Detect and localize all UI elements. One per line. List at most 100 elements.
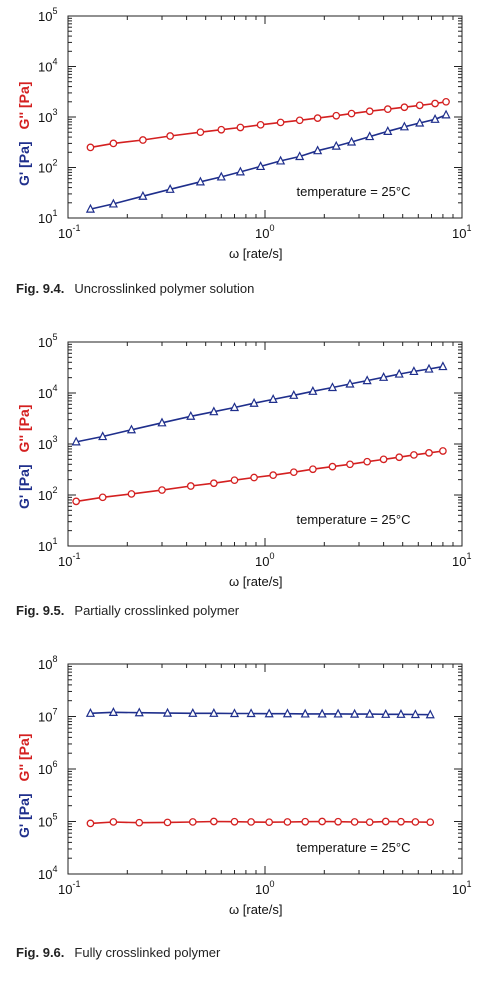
y-tick-label: 101: [38, 536, 57, 554]
g-prime-point: [333, 708, 343, 718]
y-tick-label: 105: [38, 332, 57, 350]
g-double-prime-point: [265, 818, 274, 827]
g-prime-point: [229, 402, 240, 412]
caption-text: Uncrosslinked polymer solution: [74, 281, 255, 296]
g-double-prime-point: [186, 482, 195, 490]
g-prime-point: [313, 145, 323, 155]
g-double-prime-point: [411, 818, 420, 826]
g-prime-point: [409, 366, 419, 376]
g-double-prime-point: [313, 114, 322, 122]
g-double-prime-point: [86, 819, 95, 828]
g-double-prime-point: [295, 116, 304, 125]
g-prime-point: [438, 361, 448, 371]
g-double-prime-point: [158, 486, 166, 494]
y-label-g-double-prime: G'' [Pa]: [16, 404, 32, 453]
caption-label: Fig. 9.6.: [16, 945, 65, 960]
g-double-prime-point: [230, 476, 239, 485]
g-prime-point: [399, 121, 409, 131]
g-double-prime-point: [196, 128, 205, 137]
g-prime-point: [138, 190, 148, 200]
g-double-prime-point: [86, 143, 95, 152]
y-tick-label: 103: [38, 107, 57, 125]
g-double-prime-point: [318, 817, 326, 826]
y-tick-label: 107: [38, 707, 57, 725]
x-tick-label: 101: [452, 879, 471, 897]
g-double-prime-point: [210, 479, 218, 488]
g-prime-point: [441, 109, 451, 119]
g-prime-point: [134, 707, 144, 717]
g-double-prime-point: [426, 818, 435, 827]
y-tick-label: 104: [38, 864, 57, 882]
y-axis-label: G' [Pa] G'' [Pa]: [16, 734, 32, 838]
g-prime-point: [235, 166, 245, 176]
figure-9-5: 101 102 103 104 105 10-1 100 101 ω [rate/s] tempe…: [0, 316, 500, 626]
g-double-prime-point: [395, 453, 404, 462]
y-tick-label: 102: [38, 485, 57, 503]
g-double-prime-point: [439, 447, 447, 455]
g-prime-point: [186, 410, 196, 420]
g-prime-point: [345, 378, 355, 388]
x-tick-label: 100: [255, 879, 274, 897]
g-prime-point: [383, 126, 393, 135]
g-double-prime-point: [230, 817, 239, 826]
g-prime-point: [162, 707, 173, 717]
g-prime-point: [350, 708, 360, 718]
x-tick-label: 101: [452, 223, 471, 241]
g-double-prime-point: [309, 465, 317, 474]
g-prime-point: [108, 198, 118, 208]
x-axis-label: ω [rate/s]: [229, 246, 283, 261]
x-tick-label: 100: [255, 551, 274, 569]
y-tick-label: 104: [38, 383, 57, 401]
g-prime-point: [346, 136, 357, 146]
y-axis-label: G' [Pa] G'' [Pa]: [16, 405, 32, 509]
g-prime-point: [209, 406, 219, 416]
figure-9-6: 104 105 106 107 108 10-1 100 101 ω [rate/s] tempe…: [0, 648, 500, 983]
g-double-prime-point: [256, 120, 265, 129]
g-double-prime-point: [431, 99, 439, 108]
y-label-g-double-prime: G'' [Pa]: [16, 733, 32, 782]
g-prime-point: [195, 176, 205, 186]
g-prime-point: [264, 708, 274, 718]
g-prime-point: [165, 183, 175, 193]
x-tick-label: 101: [452, 551, 471, 569]
x-tick-label: 10-1: [58, 223, 80, 241]
g-prime-point: [396, 709, 406, 718]
x-axis-label: ω [rate/s]: [229, 574, 283, 589]
g-double-prime-point: [217, 125, 226, 134]
g-double-prime-point: [188, 818, 197, 826]
g-double-prime-point: [363, 457, 371, 466]
caption-label: Fig. 9.5.: [16, 603, 65, 618]
g-double-prime-point: [365, 818, 374, 827]
g-double-prime-point: [347, 109, 356, 118]
g-double-prime-point: [301, 817, 310, 826]
temperature-annotation: temperature = 25°C: [297, 840, 411, 855]
g-double-prime-point: [410, 451, 418, 459]
x-tick-label: 10-1: [58, 551, 80, 569]
g-double-prime-point: [379, 455, 388, 464]
g-double-prime-point: [283, 818, 292, 826]
g-prime-point: [424, 363, 434, 373]
chart-9-4-svg: 101 102 103 104 105 10-1 100 101 ω [rate/s] tempe…: [38, 6, 471, 261]
caption-label: Fig. 9.4.: [16, 281, 65, 296]
chart-9-5-svg: 101 102 103 104 105 10-1 100 101 ω [rate/s] tempe…: [38, 332, 471, 589]
g-prime-point: [108, 707, 118, 716]
y-tick-label: 105: [38, 812, 57, 830]
g-double-prime-point: [350, 818, 359, 826]
g-double-prime-point: [163, 818, 172, 827]
g-prime-point: [327, 382, 338, 392]
g-double-prime-point: [139, 136, 147, 144]
g-double-prime-point: [346, 460, 354, 469]
g-prime-point: [394, 368, 404, 378]
y-tick-label: 108: [38, 654, 57, 672]
g-prime-point: [425, 709, 435, 719]
g-prime-point: [188, 708, 198, 717]
g-prime-point: [216, 171, 226, 181]
g-double-prime-point: [383, 105, 392, 114]
g-double-prime-point: [425, 449, 433, 457]
x-tick-label: 100: [255, 223, 274, 241]
g-double-prime-point: [381, 817, 390, 826]
g-double-prime-point: [332, 111, 341, 120]
g-double-prime-point: [415, 101, 424, 110]
g-double-prime-point: [109, 139, 118, 148]
caption-text: Partially crosslinked polymer: [74, 603, 240, 618]
